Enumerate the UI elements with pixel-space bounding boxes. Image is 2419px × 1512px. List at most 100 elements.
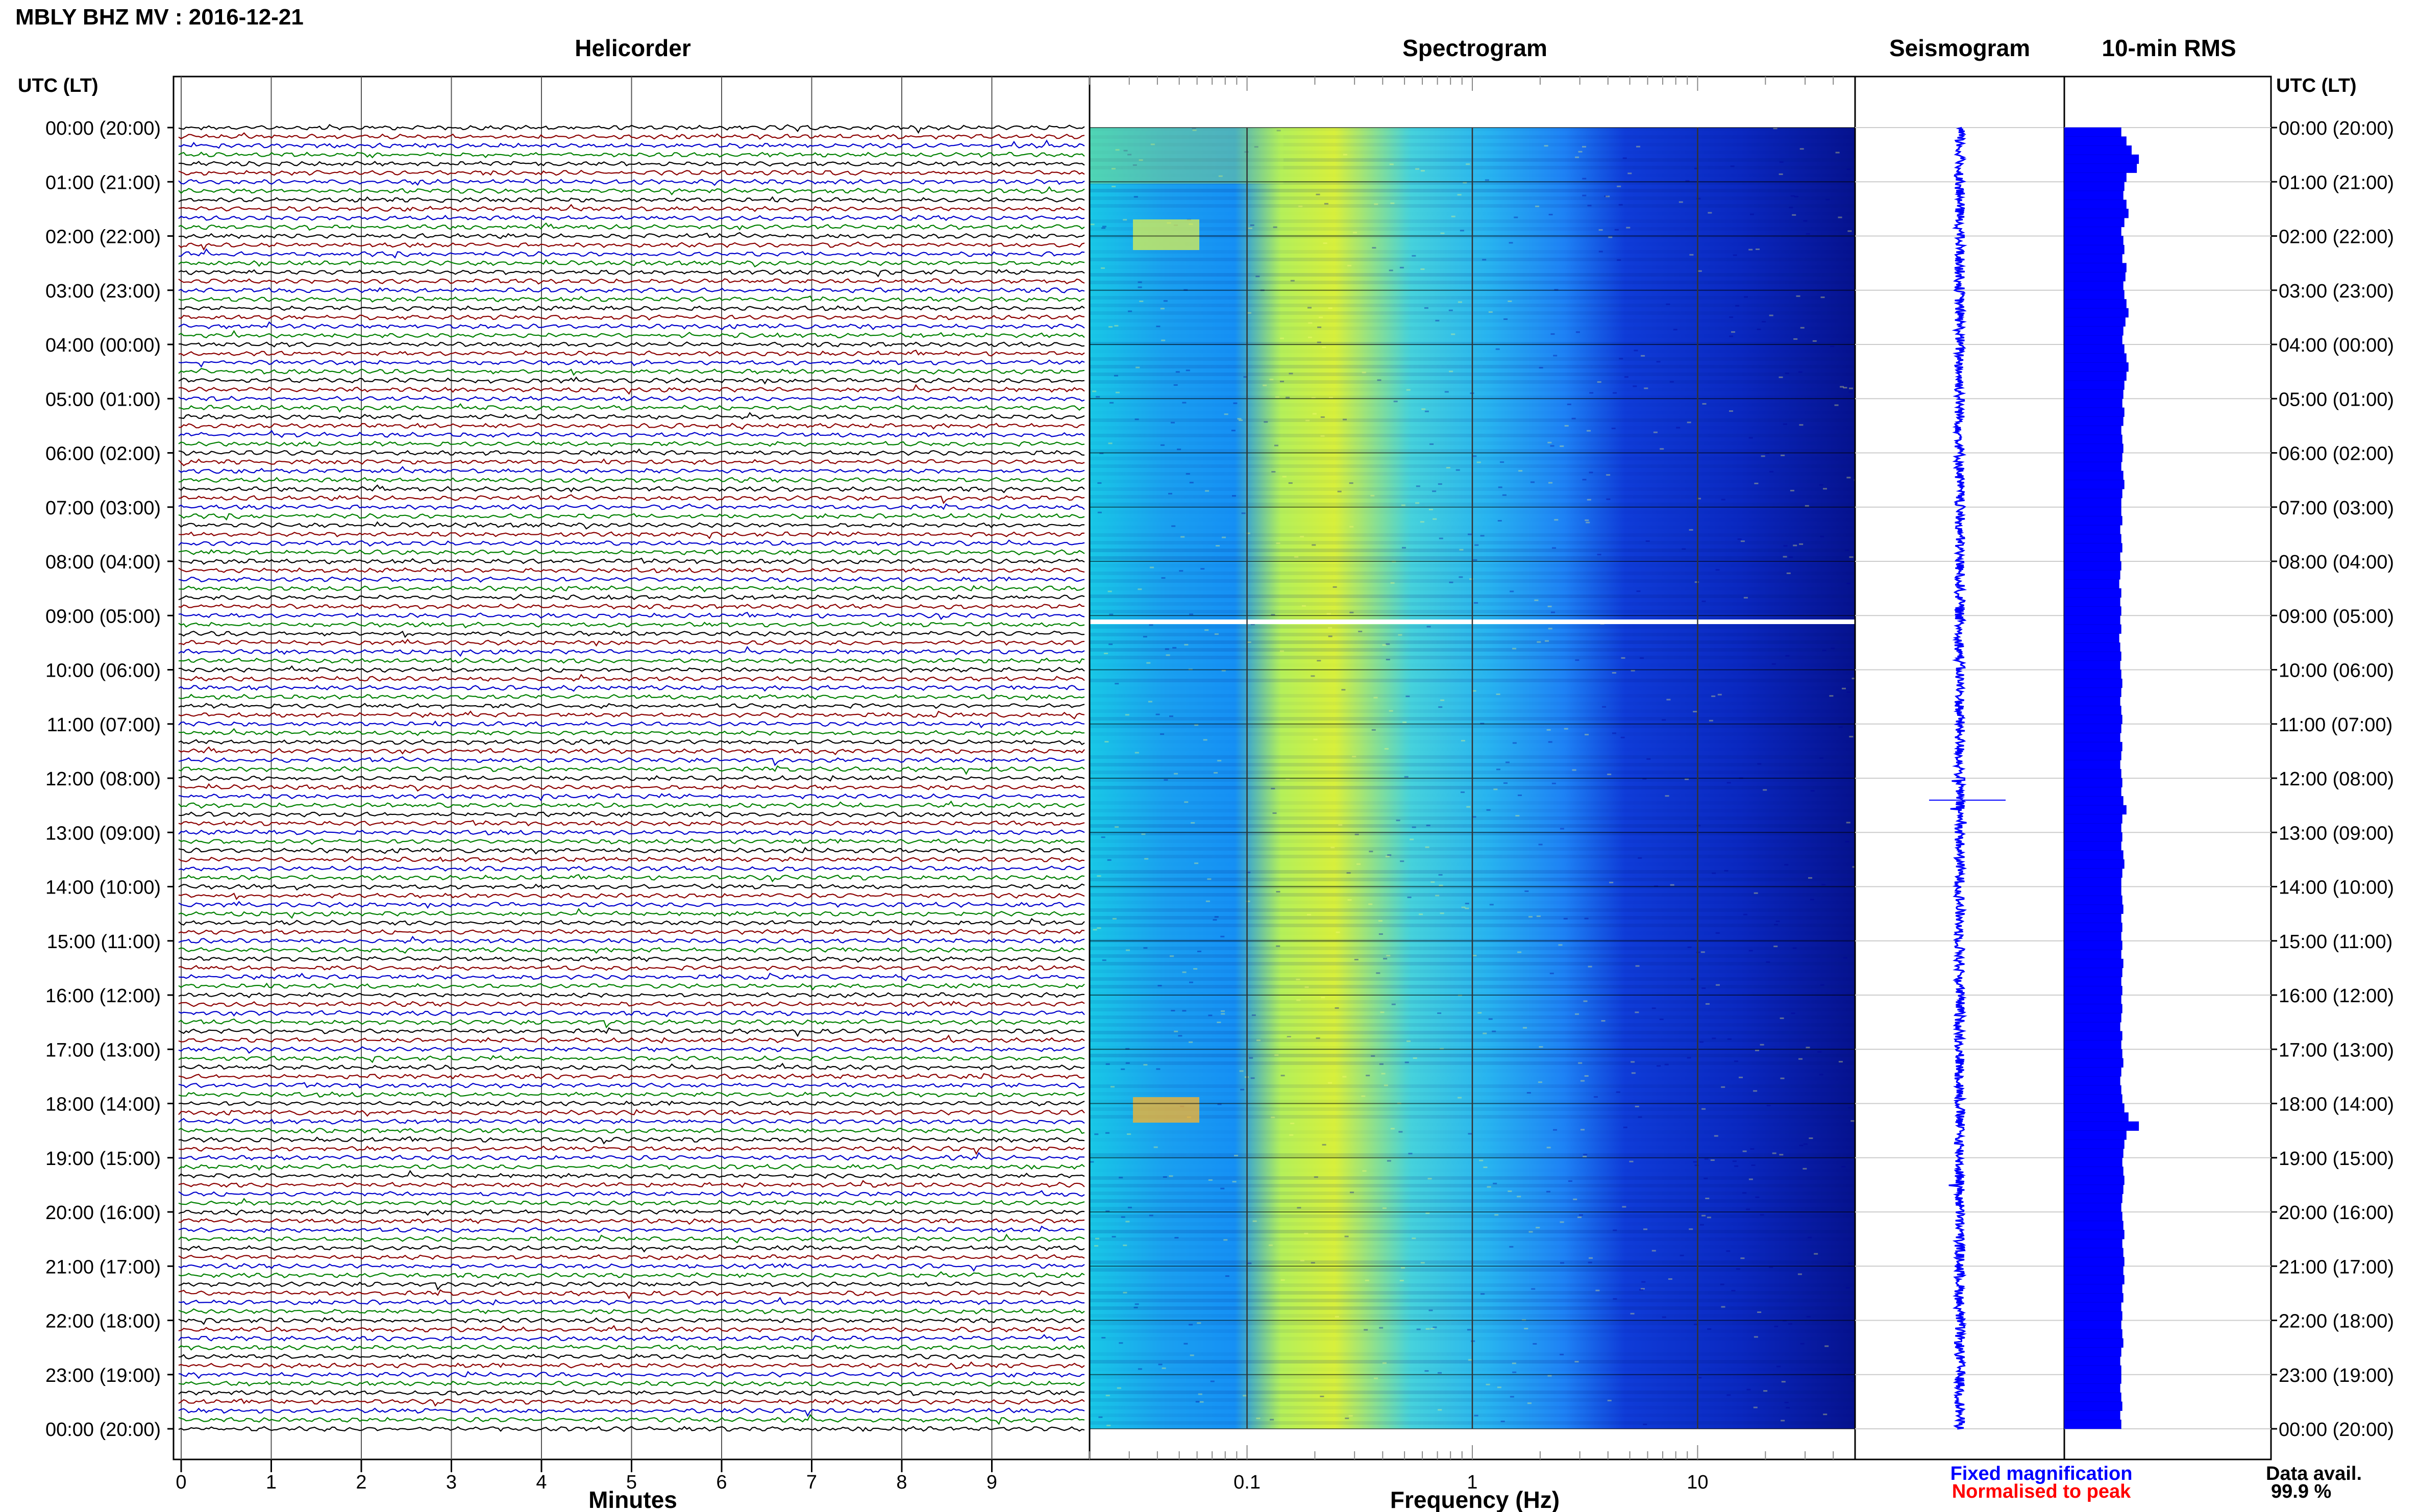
- time-label-left: 02:00 (22:00): [45, 227, 161, 248]
- spectrogram-speckle: [1726, 1394, 1731, 1396]
- spectrogram-speckle: [1139, 159, 1143, 161]
- helicorder-trace: [178, 321, 1085, 331]
- spectrogram-speckle: [1486, 809, 1491, 811]
- spectrogram-speckle: [1438, 483, 1442, 485]
- rms-bar: [2064, 624, 2121, 634]
- spectrogram-speckle: [1328, 635, 1332, 637]
- spectrogram-speckle: [1560, 1262, 1564, 1264]
- spectrogram-speckle: [1420, 170, 1425, 172]
- spectrogram-speckle: [1820, 984, 1824, 986]
- rms-bar: [2064, 751, 2121, 760]
- rms-bar: [2064, 1410, 2120, 1420]
- spectrogram-speckle: [1761, 455, 1765, 457]
- spectrogram-speckle: [1304, 1232, 1309, 1234]
- rms-bar: [2064, 272, 2126, 282]
- rms-bar: [2064, 1284, 2122, 1294]
- helicorder-trace: [178, 549, 1085, 556]
- rms-bar: [2064, 1302, 2121, 1312]
- spectrogram-speckle: [1595, 1290, 1600, 1292]
- spectrogram-speckle: [1790, 195, 1795, 197]
- spectrogram-speckle: [1208, 1179, 1213, 1181]
- spectrogram-speckle: [1820, 535, 1824, 537]
- spectrogram-speckle: [1364, 1329, 1368, 1331]
- rms-bar: [2064, 480, 2125, 489]
- spectrogram-speckle: [1517, 1196, 1521, 1198]
- spectrogram-speckle: [1222, 536, 1226, 538]
- rms-bar: [2064, 1230, 2125, 1240]
- spectrogram-speckle: [1276, 130, 1281, 132]
- spectrogram-speckle: [1224, 413, 1228, 415]
- spectrogram-speckle: [1178, 1035, 1182, 1037]
- spectrogram-speckle: [1731, 1290, 1736, 1292]
- time-label-right: 21:00 (17:00): [2279, 1256, 2394, 1278]
- spectrogram-speckle: [1783, 545, 1788, 547]
- spectrogram-speckle: [1660, 448, 1664, 450]
- helicorder-trace: [178, 1073, 1085, 1080]
- spectrogram-speckle: [1407, 897, 1412, 898]
- spectrogram-speckle: [1207, 878, 1212, 880]
- spectrogram-speckle: [1846, 477, 1851, 479]
- spectrogram-speckle: [1106, 1424, 1111, 1426]
- spectrogram-speckle: [1697, 1377, 1702, 1379]
- spectrogram-speckle: [1182, 1010, 1187, 1012]
- spectrogram-speckle: [1539, 367, 1543, 369]
- helicorder-trace: [178, 179, 1085, 186]
- spectrogram-speckle: [1424, 410, 1429, 412]
- spectrogram-speckle: [1523, 1027, 1527, 1029]
- spectrogram-speckle: [1472, 690, 1476, 692]
- spectrogram-speckle: [1528, 1231, 1533, 1233]
- rms-bar: [2064, 642, 2120, 652]
- spectrogram-speckle: [1271, 614, 1275, 616]
- spectrogram-speckle: [1779, 173, 1783, 175]
- time-label-right: 06:00 (02:00): [2279, 443, 2394, 465]
- rms-bar: [2064, 1311, 2122, 1321]
- spectrogram-speckle: [1123, 150, 1128, 152]
- spectrogram-speckle: [1458, 1097, 1462, 1099]
- helicorder-trace: [178, 1371, 1085, 1379]
- helicorder-trace: [178, 1163, 1085, 1171]
- spectrogram-speckle: [1548, 741, 1552, 743]
- helicorder-trace: [178, 1127, 1085, 1134]
- spectrogram-speckle: [1195, 1401, 1200, 1403]
- spectrogram-speckle: [1797, 1273, 1802, 1275]
- spectrogram-speckle: [1584, 1075, 1589, 1077]
- spectrogram-speckle: [1694, 581, 1699, 583]
- spectrogram-speckle: [1613, 1229, 1617, 1231]
- helicorder-trace: [178, 403, 1084, 413]
- spectrogram-speckle: [1763, 1390, 1768, 1392]
- helicorder-trace: [178, 1297, 1085, 1306]
- rms-bar: [2064, 236, 2124, 245]
- helicorder-trace: [178, 1152, 1085, 1161]
- helicorder-trace: [178, 1209, 1085, 1216]
- spectrogram-speckle: [1237, 418, 1242, 420]
- spectrogram-speckle: [1544, 145, 1548, 147]
- spectrogram-speckle: [1508, 300, 1512, 302]
- spectrogram-speckle: [1799, 424, 1804, 426]
- spectrogram-speckle: [1246, 532, 1250, 534]
- helicorder-trace: [178, 703, 1085, 709]
- spectrogram-speckle: [1095, 1237, 1099, 1240]
- fixed-magnification-label: Fixed magnification: [1951, 1463, 2133, 1484]
- spectrogram-speckle: [1382, 1207, 1387, 1209]
- rms-bar: [2064, 1076, 2120, 1086]
- spectrogram-speckle: [1838, 726, 1843, 728]
- spectrogram-speckle: [1399, 266, 1404, 268]
- spectrogram-speckle: [1781, 454, 1785, 456]
- spectrogram-speckle: [1114, 325, 1119, 327]
- helicorder-trace: [178, 503, 1085, 510]
- spectrogram-speckle: [1161, 577, 1166, 579]
- spectrogram-speckle: [1714, 1135, 1718, 1137]
- spectrogram-speckle: [1164, 779, 1168, 781]
- spectrogram-speckle: [1276, 945, 1280, 947]
- spectrogram-speckle: [1243, 1395, 1247, 1397]
- helicorder-trace: [178, 1055, 1085, 1063]
- time-label-left: 07:00 (03:00): [45, 498, 161, 519]
- helicorder-trace: [178, 720, 1085, 729]
- spectrogram-speckle: [1708, 212, 1712, 214]
- spectrogram-speckle: [1094, 1133, 1099, 1135]
- rms-bar: [2064, 923, 2122, 932]
- spectrogram-speckle: [1297, 1207, 1301, 1209]
- spectrogram-speckle: [1468, 1359, 1472, 1361]
- spectrogram-speckle: [1699, 1041, 1704, 1043]
- spectrogram-speckle: [1685, 180, 1690, 182]
